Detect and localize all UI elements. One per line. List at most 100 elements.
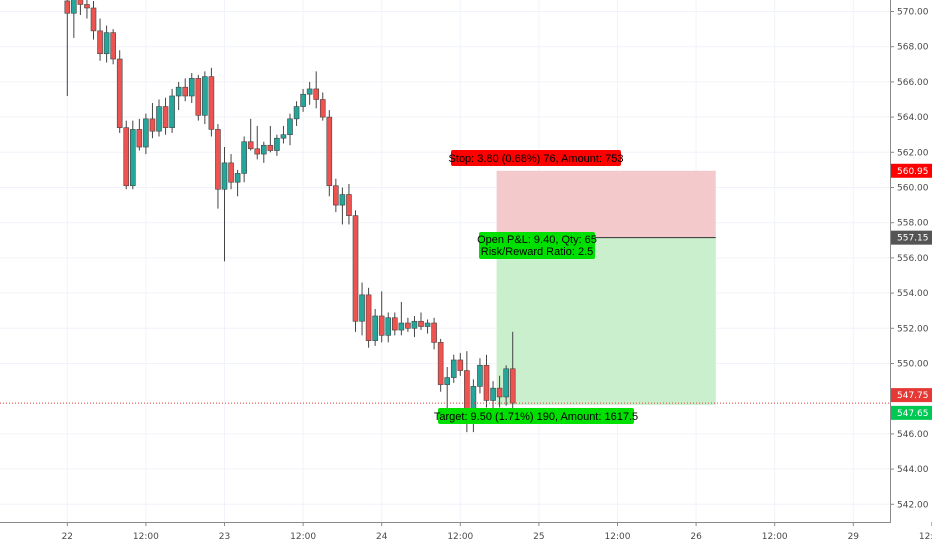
price-tick-label: 558.00 [897,219,929,229]
candle-body-up [477,364,483,387]
position-zones[interactable] [496,170,716,405]
candle [450,354,457,383]
candle-body-up [169,95,175,128]
candle-body-up [241,141,247,174]
price-tick-label: 560.00 [897,184,929,194]
candle [503,365,509,406]
stop-zone[interactable] [496,170,716,238]
candle [77,0,84,16]
candle [188,73,195,104]
candle [123,120,130,190]
rr-text: Risk/Reward Ratio: 2.5 [481,246,594,258]
price-tick-label: 562.00 [897,148,929,158]
candle [483,354,490,408]
candle [398,301,405,336]
candle-body-up [287,118,293,136]
candle [195,74,202,121]
stop-label[interactable]: Stop: 3.80 (0.68%) 76, Amount: 753 [449,150,624,166]
candle [202,71,208,125]
price-badge-bg [891,230,932,245]
position-overlays: Stop: 3.80 (0.68%) 76, Amount: 753 Target… [0,150,890,424]
candle [247,118,254,151]
candle-body-down [136,129,143,148]
price-badge-label: 557.15 [897,234,929,244]
time-tick-label: 12:00 [133,532,159,542]
time-tick-label: 12:00 [605,532,631,542]
time-axis-bg[interactable] [0,522,890,550]
candle-body-down [431,322,437,343]
candle [326,110,333,197]
price-axis-bg[interactable] [890,0,932,550]
price-badge-last: 547.75 [891,388,932,403]
target-label[interactable]: Target: 9.50 (1.71%) 190, Amount: 1617.5 [434,408,638,424]
price-tick-label: 552.00 [897,324,929,334]
price-badge-entry: 557.15 [891,230,932,245]
target-label-bg [438,408,634,424]
candle-body-up [293,106,300,120]
candle-body-down [496,387,503,398]
candle-body-down [437,342,444,385]
candle-body-down [195,78,202,116]
candle [130,120,136,190]
candle-body-up [385,317,392,336]
time-tick-label: 12:00 [919,532,932,542]
candle [431,317,437,350]
candle-body-up [188,78,195,97]
candle [169,88,175,133]
price-badge-label: 547.65 [897,409,929,419]
candle [110,29,116,65]
price-tick-label: 570.00 [897,8,929,18]
candle-body-up [398,322,405,331]
candle [359,282,365,336]
candle-body-up [143,118,149,148]
candle-body-down [208,76,215,130]
candlestick-series [64,0,516,433]
candle [241,136,247,183]
candle-body-down [267,144,274,151]
candle [477,358,483,394]
time-tick-label: 12:00 [290,532,316,542]
candle [274,134,280,156]
candle [136,118,143,151]
candle [208,67,215,137]
candle [228,154,234,190]
pnl-text: Open P&L: 9.40, Qty: 65 [477,234,597,246]
candle [293,101,300,126]
candle [71,0,77,38]
candle [333,178,339,213]
price-badge-stop: 560.95 [891,163,932,178]
grid-lines [0,0,932,522]
candle-body-up [103,32,110,55]
candle-body-down [254,148,261,155]
candle-body-up [359,294,365,322]
candle-body-down [64,0,71,14]
candle-body-down [333,185,339,206]
candle-body-down [215,129,221,190]
target-zone[interactable] [496,237,716,405]
candle-body-down [97,30,103,55]
candle [149,103,156,139]
price-badge-bg [891,163,932,178]
candle [143,113,149,155]
price-badge-label: 547.75 [897,391,929,401]
candle-body-down [509,368,516,404]
candle [457,352,464,376]
time-tick-label: 26 [690,532,702,542]
candle-body-up [280,134,287,139]
candle-body-up [156,106,162,132]
candle [182,78,188,102]
candle [64,0,71,96]
time-tick-label: 25 [533,532,544,542]
candle [260,141,267,163]
candle [365,287,372,348]
candle-body-down [84,4,90,9]
candle-body-up [306,88,313,95]
stop-label-bg [451,150,621,166]
candle-body-down [346,194,352,216]
candle [116,50,123,133]
candle [352,210,359,332]
